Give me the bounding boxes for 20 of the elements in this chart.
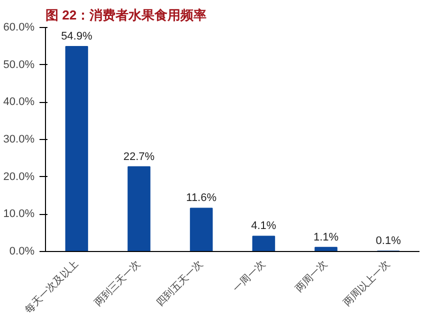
data-label: 11.6% — [186, 192, 217, 204]
data-label: 1.1% — [313, 231, 339, 244]
y-tick-label: 20.0% — [3, 170, 35, 183]
chart-title: 图 22：消费者水果食用频率 — [46, 8, 207, 22]
x-tick-label: 两周以上一次 — [341, 258, 392, 309]
y-tick-label: 30.0% — [3, 134, 35, 146]
y-tick-label: 10.0% — [3, 208, 35, 220]
x-tick-label: 一周一次 — [231, 258, 268, 295]
data-label: 54.9% — [61, 30, 92, 43]
x-tick-label: 四到五天一次 — [155, 258, 206, 309]
y-tick-label: 50.0% — [3, 58, 35, 71]
y-tick-label: 0.0% — [9, 246, 35, 258]
x-tick-label: 每天一次及以上 — [22, 258, 81, 316]
x-tick-label: 两周一次 — [294, 258, 330, 295]
y-tick-label: 40.0% — [3, 96, 35, 108]
data-label: 4.1% — [251, 220, 276, 232]
data-label: 0.1% — [376, 235, 402, 248]
y-tick-label: 60.0% — [3, 22, 35, 34]
data-label: 22.7% — [123, 150, 155, 163]
x-tick-label: 两到三天一次 — [92, 258, 143, 309]
